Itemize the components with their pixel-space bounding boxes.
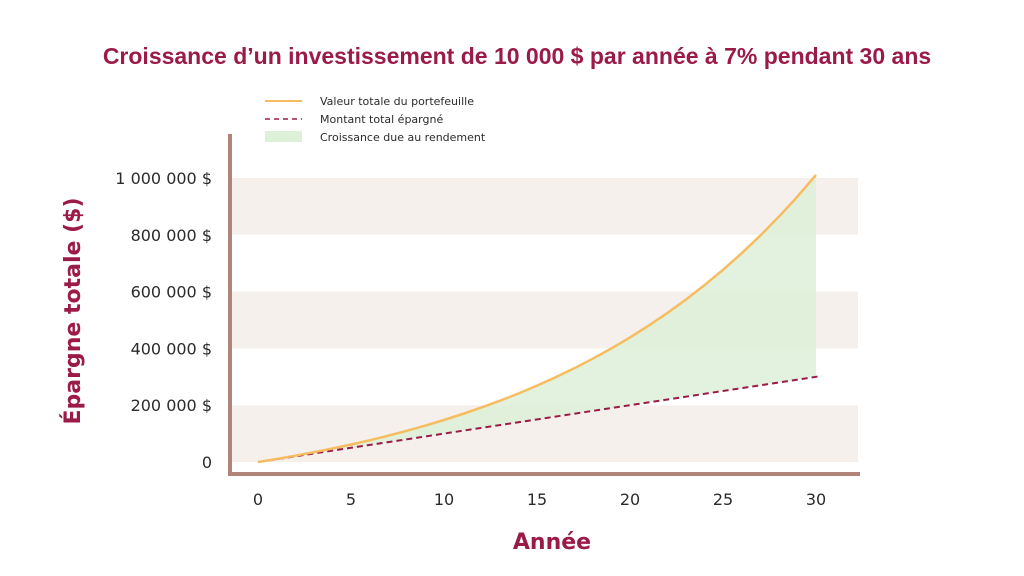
- grid-bands: [232, 178, 858, 462]
- growth-area-fill: [258, 175, 816, 462]
- x-tick-label: 25: [713, 490, 733, 509]
- legend-label-portfolio: Valeur totale du portefeuille: [320, 95, 474, 108]
- grid-band: [232, 178, 858, 235]
- y-tick-label: 200 000 $: [131, 396, 212, 415]
- legend-label-growth: Croissance due au rendement: [320, 131, 486, 144]
- series-line-saved: [257, 374, 822, 463]
- x-tick-labels: 0 5 10 15 20 25 30: [253, 490, 826, 509]
- legend: Valeur totale du portefeuille Montant to…: [265, 95, 486, 144]
- x-tick-label: 15: [527, 490, 547, 509]
- y-tick-label: 0: [202, 453, 212, 472]
- legend-swatch-growth: [265, 131, 302, 142]
- y-tick-label: 800 000 $: [131, 226, 212, 245]
- y-tick-label: 600 000 $: [131, 283, 212, 302]
- y-tick-label: 400 000 $: [131, 339, 212, 358]
- x-axis-title: Année: [513, 530, 591, 555]
- x-tick-label: 10: [434, 490, 454, 509]
- x-tick-label: 0: [253, 490, 263, 509]
- chart-title: Croissance d’un investissement de 10 000…: [103, 43, 931, 69]
- y-tick-labels: 0 200 000 $ 400 000 $ 600 000 $ 800 000 $ 1 0…: [115, 169, 212, 472]
- legend-label-saved: Montant total épargné: [320, 113, 443, 126]
- series-lines: [257, 174, 822, 464]
- y-tick-label: 1 000 000 $: [115, 169, 212, 188]
- x-tick-label: 20: [620, 490, 640, 509]
- x-tick-label: 5: [346, 490, 356, 509]
- growth-area: [258, 175, 816, 462]
- y-axis-title: Épargne totale ($): [60, 198, 86, 425]
- series-line-portfolio: [257, 174, 817, 464]
- x-tick-label: 30: [806, 490, 826, 509]
